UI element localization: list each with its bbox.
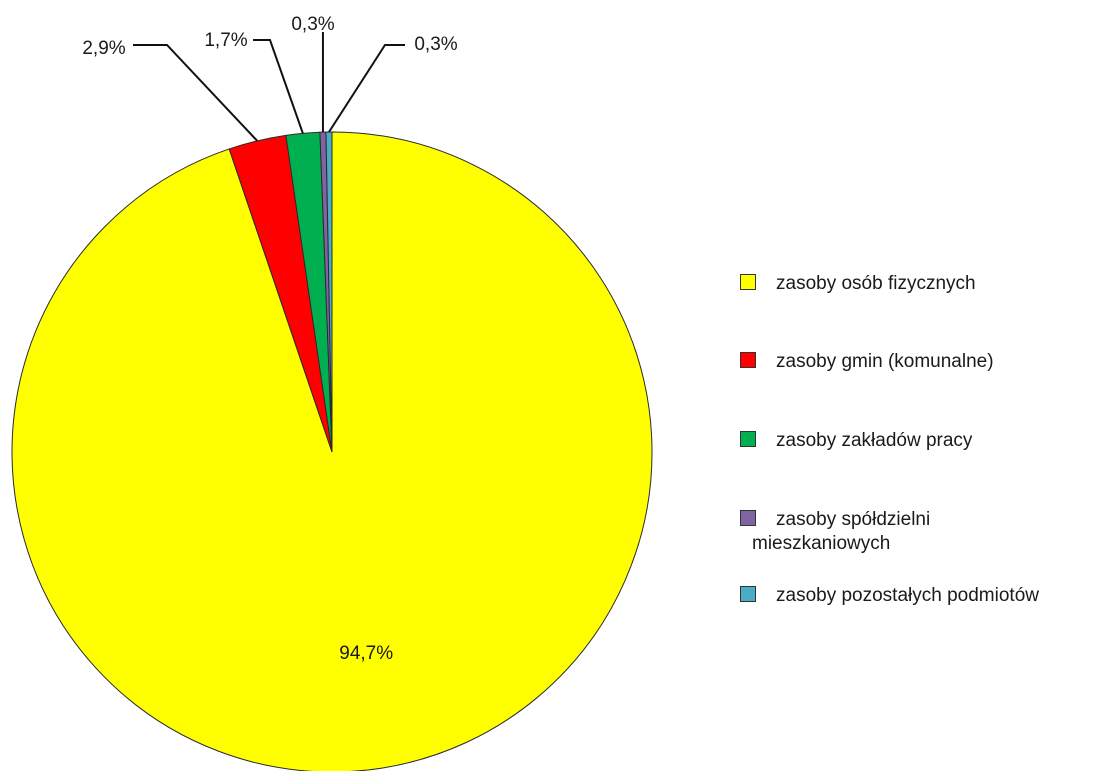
legend-label: zasoby pozostałych podmiotów (776, 585, 1039, 606)
data-label-osoby-fizyczne: 94,7% (339, 643, 393, 664)
legend-label-line2: mieszkaniowych (752, 533, 891, 554)
pie-slice-pozostale (325, 131, 333, 453)
legend-item-pozostale: zasoby pozostałych podmiotów (740, 584, 1039, 608)
data-label-spoldzielnie: 0,3% (291, 14, 334, 35)
legend-swatch-red (740, 351, 756, 368)
legend-swatch-purple (740, 509, 756, 526)
legend-label: zasoby gmin (komunalne) (776, 351, 994, 372)
data-labels: 94,7% 2,9% 1,7% 0,3% 0,3% (82, 14, 457, 664)
legend-item-osoby-fizyczne: zasoby osób fizycznych (740, 272, 976, 296)
legend-item-gminy: zasoby gmin (komunalne) (740, 350, 994, 374)
legend-swatch-blue (740, 585, 756, 602)
leader-line-pozostale (328, 44, 405, 133)
legend-item-zaklady-pracy: zasoby zakładów pracy (740, 429, 972, 453)
pie-slices (11, 131, 653, 771)
data-label-zaklady-pracy: 1,7% (204, 30, 247, 51)
legend-swatch-yellow (740, 273, 756, 290)
leader-lines (133, 32, 405, 142)
legend-label: zasoby osób fizycznych (776, 273, 976, 294)
legend-label: zasoby spółdzielni (776, 509, 931, 530)
data-label-pozostale: 0,3% (414, 34, 457, 55)
leader-line-zaklady-pracy (253, 39, 304, 134)
data-label-gminy: 2,9% (82, 38, 125, 59)
legend-swatch-green (740, 430, 756, 447)
legend-item-spoldzielnie: zasoby spółdzielni mieszkaniowych (740, 508, 930, 556)
legend-label: zasoby zakładów pracy (776, 430, 973, 451)
leader-line-gminy (133, 44, 258, 142)
